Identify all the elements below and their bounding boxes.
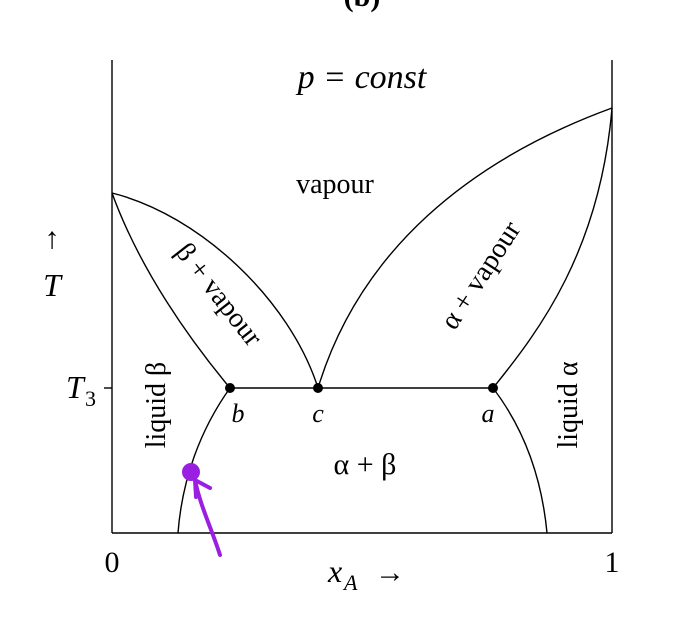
region-liquid-beta: liquid β bbox=[141, 362, 172, 449]
annotation-arrow-head bbox=[193, 478, 212, 499]
point-b bbox=[225, 383, 235, 393]
region-liquid-alpha: liquid α bbox=[553, 361, 584, 448]
x-start: 0 bbox=[105, 546, 120, 579]
beta-solvus bbox=[177, 387, 231, 534]
y-arrow: ↑ bbox=[45, 222, 60, 255]
region-alpha-beta: α + β bbox=[334, 448, 397, 481]
label-a: a bbox=[482, 399, 495, 428]
x-symbol: x bbox=[327, 553, 342, 589]
region-beta-vapour: β + vapour bbox=[169, 237, 269, 353]
alpha-vapour-upper bbox=[317, 107, 613, 389]
beta-vapour-lower bbox=[111, 192, 231, 389]
annotation bbox=[182, 463, 222, 557]
beta-vapour-upper bbox=[111, 192, 319, 389]
x-arrow: → bbox=[375, 556, 405, 589]
x-subscript: A bbox=[342, 570, 358, 595]
point-a bbox=[488, 383, 498, 393]
alpha-vapour-lower bbox=[492, 107, 613, 389]
label-b: b bbox=[232, 399, 245, 428]
x-end: 1 bbox=[605, 546, 620, 579]
y-symbol: T bbox=[43, 267, 63, 303]
title: (b) bbox=[344, 0, 381, 13]
region-alpha-vapour: α + vapour bbox=[435, 215, 528, 335]
label-c: c bbox=[312, 399, 324, 428]
t3-subscript: 3 bbox=[85, 386, 96, 411]
point-c bbox=[313, 383, 323, 393]
t3-symbol: T bbox=[66, 369, 86, 405]
annotation-arrow-shaft bbox=[193, 478, 222, 557]
region-vapour: vapour bbox=[296, 169, 374, 200]
annotation-dot bbox=[182, 463, 200, 481]
alpha-solvus bbox=[492, 387, 548, 534]
condition: p = const bbox=[296, 59, 428, 96]
